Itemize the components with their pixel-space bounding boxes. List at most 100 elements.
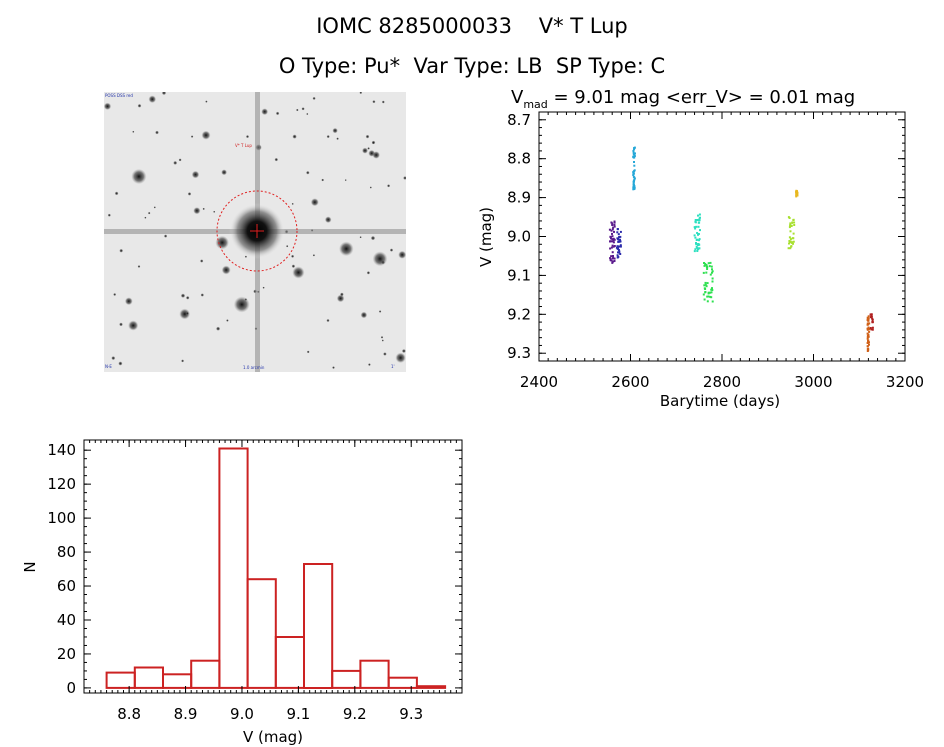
data-point: [871, 328, 874, 331]
data-point: [792, 240, 795, 243]
background-star: [360, 311, 368, 319]
data-point: [613, 245, 616, 247]
data-point: [618, 251, 621, 254]
data-point: [633, 148, 635, 151]
image-label-bottom-right: 1': [391, 364, 395, 369]
background-star: [111, 356, 116, 361]
background-star: [292, 266, 305, 279]
x-tick-label: 2800: [703, 373, 741, 391]
data-point: [708, 265, 711, 268]
background-star: [185, 311, 189, 315]
background-star: [221, 265, 231, 275]
histogram-bars: [105, 447, 447, 689]
background-star: [365, 134, 370, 139]
data-point: [706, 266, 709, 269]
data-point: [788, 242, 790, 245]
data-point: [612, 239, 615, 242]
background-star: [119, 248, 124, 253]
background-star: [312, 96, 316, 100]
background-star: [296, 108, 299, 112]
data-point: [788, 240, 791, 242]
background-star: [306, 170, 310, 175]
background-star: [372, 251, 388, 267]
data-point: [698, 213, 701, 216]
data-point: [795, 195, 798, 198]
data-point: [790, 241, 793, 244]
x-tick-label: 9.3: [399, 705, 423, 723]
background-star: [190, 135, 194, 138]
data-point: [703, 287, 706, 290]
y-tick-label: 60: [57, 577, 76, 595]
data-point: [790, 245, 793, 248]
data-point: [633, 155, 636, 158]
data-point: [711, 277, 714, 280]
data-point: [695, 239, 698, 241]
background-star: [336, 137, 339, 140]
histogram-ticks: 8.8 8.9 9.0 9.1 9.2 9.3 0 20 40 60 80 100 120 140: [47, 440, 463, 723]
data-point: [697, 221, 700, 224]
light-curve-xlabel: Barytime (days): [660, 392, 780, 410]
data-point: [610, 237, 612, 240]
data-point: [610, 221, 613, 224]
data-point: [706, 268, 709, 270]
background-star: [395, 352, 406, 363]
background-star: [107, 213, 111, 217]
x-tick-label: 2400: [520, 373, 558, 391]
data-point: [703, 262, 705, 264]
background-star: [398, 250, 406, 259]
y-tick-label: 20: [57, 645, 76, 663]
background-star: [104, 102, 112, 110]
data-point: [613, 221, 616, 224]
background-star: [113, 293, 117, 296]
data-point: [709, 295, 712, 298]
data-point: [694, 248, 697, 251]
background-star: [291, 254, 295, 258]
background-star: [124, 297, 133, 306]
data-point: [711, 289, 714, 291]
data-point: [633, 186, 636, 189]
data-point: [706, 295, 709, 298]
background-star: [387, 184, 391, 188]
y-tick-label: 8.7: [507, 111, 531, 129]
background-star: [180, 293, 186, 298]
data-point: [633, 146, 636, 149]
data-point: [695, 225, 698, 228]
data-point: [610, 255, 613, 258]
y-tick-label: 9.1: [507, 266, 531, 284]
background-star: [262, 286, 265, 289]
data-point: [709, 291, 712, 294]
data-point: [795, 192, 798, 195]
background-star: [173, 160, 178, 165]
data-point: [609, 247, 612, 250]
background-star: [324, 216, 332, 223]
data-point: [696, 219, 699, 221]
data-point: [793, 221, 796, 224]
data-point: [866, 327, 869, 330]
data-point: [866, 328, 869, 331]
data-point: [697, 233, 700, 235]
histogram-bar: [303, 563, 334, 689]
data-point: [709, 261, 712, 264]
data-point: [867, 326, 870, 329]
data-point: [705, 271, 708, 274]
data-point: [792, 219, 795, 221]
background-star: [367, 147, 370, 150]
data-point: [619, 230, 622, 233]
y-tick-label: 9.0: [507, 228, 531, 246]
data-point: [868, 343, 870, 346]
background-star: [312, 254, 316, 257]
background-star: [301, 107, 305, 111]
background-star: [202, 207, 205, 211]
data-point: [707, 295, 710, 298]
background-star: [371, 140, 376, 145]
background-star: [344, 179, 347, 182]
data-point: [617, 251, 619, 254]
background-star: [383, 352, 387, 356]
background-star: [403, 176, 406, 180]
data-point: [695, 243, 698, 246]
data-point: [788, 241, 791, 244]
data-point: [611, 235, 614, 238]
data-point: [698, 247, 701, 250]
data-point: [704, 283, 707, 286]
histogram-xlabel: V (mag): [243, 728, 303, 746]
